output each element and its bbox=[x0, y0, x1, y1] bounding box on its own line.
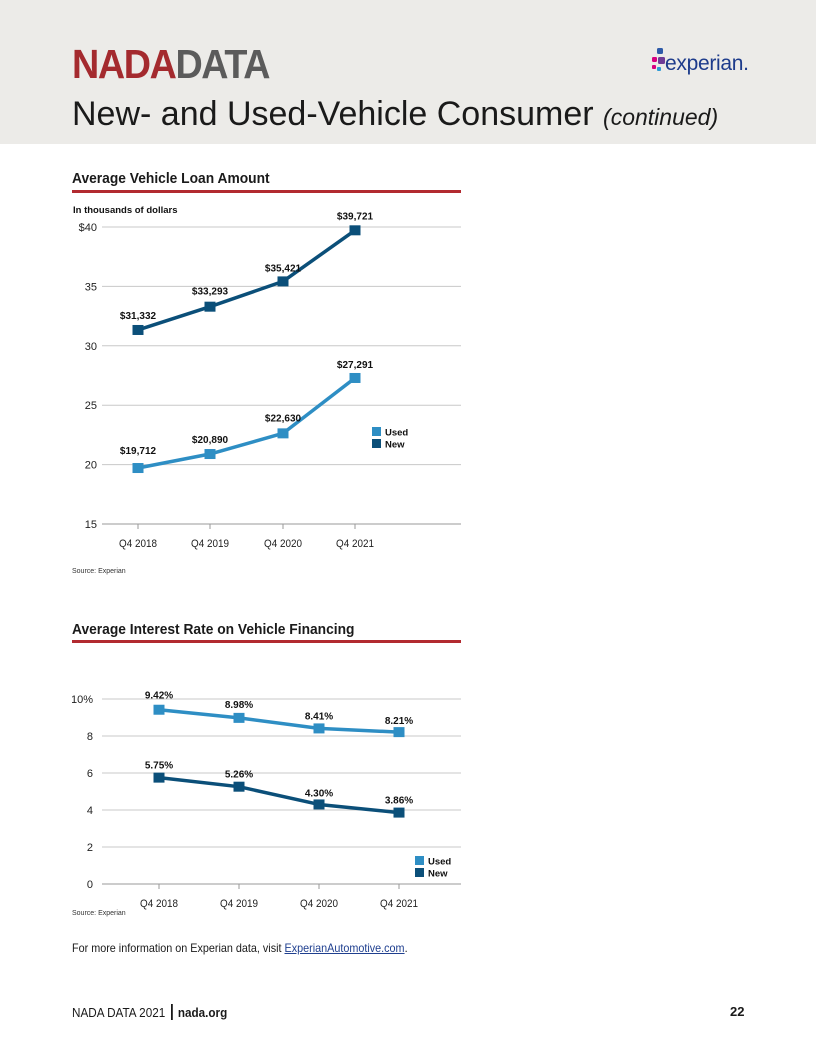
rate-chart-title: Average Interest Rate on Vehicle Financi… bbox=[72, 621, 355, 638]
rate-x-tick-label: Q4 2019 bbox=[220, 899, 258, 911]
rate-legend-swatch-used bbox=[415, 856, 424, 865]
rate-y-tick-label: 6 bbox=[87, 768, 93, 780]
loan-y-tick-label: 25 bbox=[85, 400, 97, 412]
rate-x-tick-label: Q4 2018 bbox=[140, 899, 178, 911]
loan-legend-swatch-used bbox=[372, 427, 381, 436]
rate-series-used-line bbox=[158, 707, 400, 734]
info-note: For more information on Experian data, v… bbox=[72, 941, 408, 955]
footer-publication: NADA DATA 2021 bbox=[72, 1005, 166, 1020]
footer-site: nada.org bbox=[177, 1005, 228, 1020]
rate-y-tick-label: 0 bbox=[87, 879, 93, 891]
loan-y-tick-label: 20 bbox=[85, 460, 97, 472]
rate-legend-label-used: Used bbox=[428, 857, 451, 868]
rate-series-used-point bbox=[393, 727, 405, 738]
loan-legend-swatch-new bbox=[372, 439, 381, 448]
loan-series-used-point bbox=[132, 463, 144, 474]
loan-x-tick-label: Q4 2020 bbox=[264, 539, 302, 551]
loan-series-used-line bbox=[137, 376, 357, 470]
rate-series-new-point bbox=[153, 772, 165, 783]
loan-series-new-point bbox=[349, 225, 361, 236]
rate-series-new-point bbox=[313, 799, 325, 810]
loan-data-label: $19,712 bbox=[120, 446, 157, 457]
rate-legend-swatch-new bbox=[415, 868, 424, 877]
loan-data-label: $22,630 bbox=[265, 413, 302, 424]
page-title: New- and Used-Vehicle Consumer (continue… bbox=[72, 95, 719, 133]
loan-series-new-point bbox=[277, 276, 289, 287]
loan-data-label: $31,332 bbox=[120, 311, 157, 322]
loan-series-used-point bbox=[277, 428, 289, 439]
rate-data-label: 8.98% bbox=[225, 700, 253, 711]
rate-series-used-point bbox=[153, 704, 165, 715]
rate-x-tick-label: Q4 2020 bbox=[300, 899, 338, 911]
rate-series-new-point bbox=[393, 807, 405, 818]
rate-data-label: 3.86% bbox=[385, 796, 413, 807]
loan-series-new-point bbox=[204, 301, 216, 312]
rate-data-label: 8.21% bbox=[385, 716, 413, 727]
loan-x-tick-label: Q4 2021 bbox=[336, 539, 374, 551]
rate-chart-source: Source: Experian bbox=[72, 910, 126, 917]
rate-legend-label-new: New bbox=[428, 869, 448, 880]
rate-data-label: 9.42% bbox=[145, 691, 173, 702]
loan-x-tick-label: Q4 2019 bbox=[191, 539, 229, 551]
experian-logo-icon bbox=[652, 48, 665, 71]
rate-y-tick-label: 2 bbox=[87, 842, 93, 854]
loan-series-new-point bbox=[132, 324, 144, 335]
rate-y-tick-label: 4 bbox=[87, 805, 93, 817]
rate-chart-rule bbox=[72, 640, 461, 643]
loan-series-used-point bbox=[349, 372, 361, 383]
rate-data-label: 5.75% bbox=[145, 761, 173, 772]
loan-data-label: $39,721 bbox=[337, 211, 374, 222]
loan-chart: $40 35 30 25 20 15 Q4 2018 Q4 2019 Q4 2020 Q4 202… bbox=[73, 205, 461, 551]
loan-chart-source: Source: Experian bbox=[72, 568, 126, 575]
loan-x-tick-label: Q4 2018 bbox=[119, 539, 157, 551]
page-footer: NADA DATA 2021 nada.org bbox=[72, 1004, 227, 1020]
loan-data-label: $20,890 bbox=[192, 435, 229, 446]
loan-y-tick-label: 35 bbox=[85, 281, 97, 293]
loan-y-tick-label: 30 bbox=[85, 341, 97, 353]
rate-y-tick-label: 10% bbox=[72, 694, 93, 706]
page-header: NADADATA New- and Used-Vehicle Consumer … bbox=[0, 0, 816, 144]
loan-data-label: $27,291 bbox=[337, 360, 374, 371]
loan-chart-title: Average Vehicle Loan Amount bbox=[72, 170, 270, 187]
loan-data-label: $35,421 bbox=[265, 263, 302, 274]
rate-data-label: 5.26% bbox=[225, 770, 253, 781]
loan-unit-note: In thousands of dollars bbox=[73, 205, 178, 216]
footer-divider bbox=[170, 1004, 173, 1020]
page-number: 22 bbox=[730, 1004, 745, 1019]
loan-y-tick-label: 15 bbox=[85, 519, 97, 531]
loan-y-tick-label: $40 bbox=[79, 222, 97, 234]
rate-series-new-point bbox=[233, 781, 245, 792]
rate-series-used-point bbox=[233, 712, 245, 723]
nada-data-wordmark: NADADATA bbox=[72, 41, 270, 87]
rate-chart: 10% 8 6 4 2 0 Q4 2018 Q4 2019 Q4 2020 Q4 2021 9.42… bbox=[72, 691, 461, 911]
loan-series-new-line bbox=[137, 228, 357, 332]
experian-logo-text: experian. bbox=[665, 52, 749, 75]
loan-chart-rule bbox=[72, 190, 461, 193]
experian-automotive-link[interactable]: ExperianAutomotive.com bbox=[284, 941, 405, 955]
rate-series-used-point bbox=[313, 723, 325, 734]
loan-series-used-point bbox=[204, 449, 216, 460]
loan-data-label: $33,293 bbox=[192, 287, 229, 298]
rate-data-label: 4.30% bbox=[305, 788, 333, 799]
rate-data-label: 8.41% bbox=[305, 711, 333, 722]
rate-y-tick-label: 8 bbox=[87, 731, 93, 743]
rate-x-tick-label: Q4 2021 bbox=[380, 899, 418, 911]
loan-legend-label-new: New bbox=[385, 440, 405, 451]
rate-series-new-line bbox=[158, 775, 400, 815]
loan-legend-label-used: Used bbox=[385, 428, 408, 439]
